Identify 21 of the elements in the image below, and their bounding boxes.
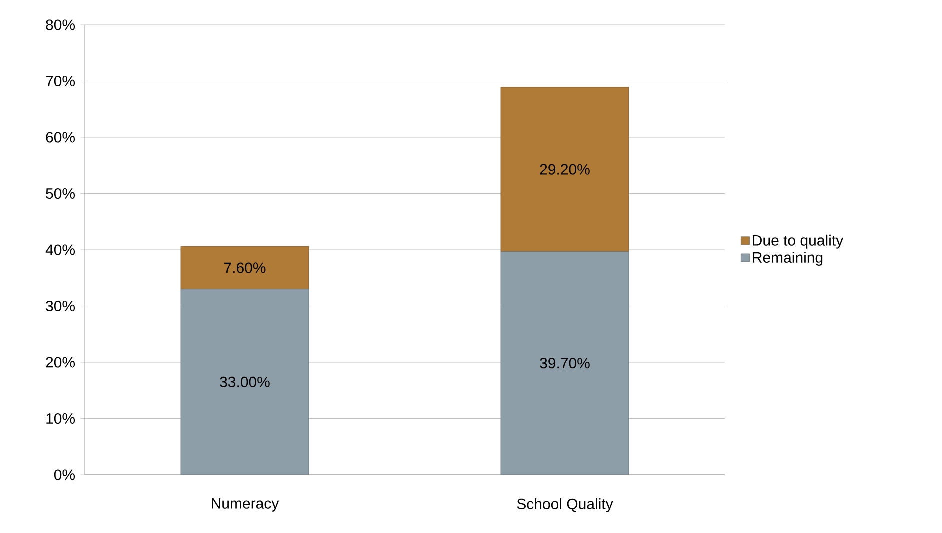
y-tick-label: 20% <box>46 357 76 368</box>
y-tick-label: 40% <box>46 244 76 256</box>
legend-label: Due to quality <box>753 234 844 249</box>
bar <box>180 289 310 475</box>
data-label: 7.60% <box>224 262 266 274</box>
y-tick-label: 80% <box>46 20 76 30</box>
y-tick-label: 60% <box>46 132 76 143</box>
legend-label: Remaining <box>753 252 823 266</box>
y-tick-label: 30% <box>46 300 76 312</box>
y-tick-label: 70% <box>46 76 76 87</box>
x-tick-label: School Quality <box>517 498 614 512</box>
y-tick-label: 0% <box>54 470 76 480</box>
data-label: 39.70% <box>540 358 590 369</box>
data-label: 33.00% <box>220 376 270 388</box>
y-tick-label: 50% <box>46 188 76 200</box>
y-tick-label: 10% <box>46 413 76 424</box>
bar <box>500 251 630 475</box>
data-label: 29.20% <box>540 164 590 175</box>
bar <box>180 246 310 290</box>
x-tick-label: Numeracy <box>212 498 280 512</box>
bar <box>500 87 630 252</box>
